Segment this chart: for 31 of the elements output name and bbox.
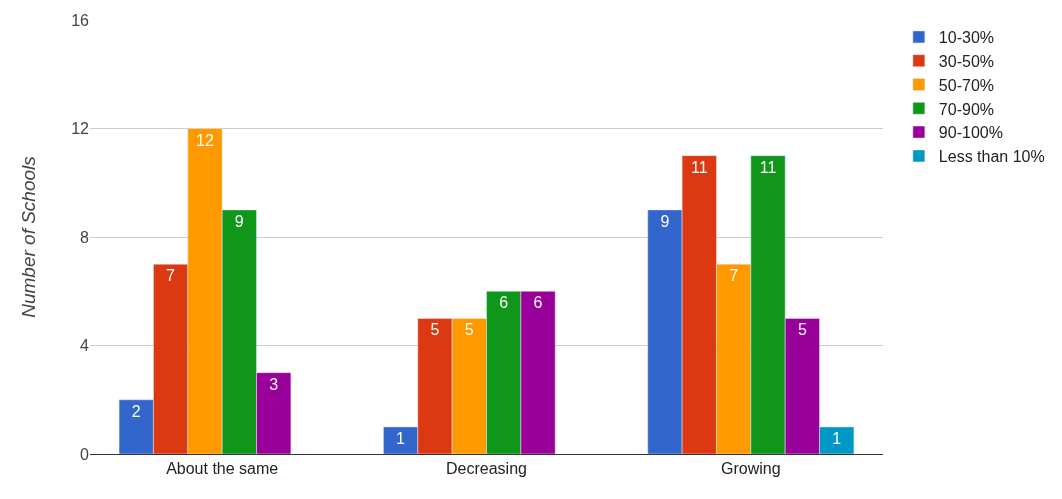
y-tick-label: 0 [80,445,90,463]
y-axis-title: Number of Schools [18,155,40,318]
legend-label: 30-50% [938,52,995,70]
y-tick-label: 4 [80,337,90,355]
x-tick-label: Decreasing [446,460,527,478]
legend-label: 50-70% [938,76,995,94]
x-tick-label: About the same [166,460,279,478]
data-label: 7 [166,267,176,285]
legend-label: 70-90% [938,100,995,118]
data-label: 6 [499,294,509,312]
legend-label: 10-30% [938,29,995,47]
data-label: 3 [269,375,279,393]
data-label: 5 [464,321,474,339]
y-tick-label: 16 [71,11,90,29]
data-label: 12 [196,131,214,149]
legend-label: Less than 10% [938,148,1045,166]
y-tick-label: 12 [71,120,90,138]
data-label: 11 [690,158,708,176]
legend-label: 90-100% [938,124,1003,142]
data-label: 1 [832,429,842,447]
data-label: 6 [533,294,543,312]
data-label: 9 [234,212,244,230]
data-label: 11 [759,158,777,176]
data-label: 5 [797,321,807,339]
x-tick-label: Growing [721,460,781,478]
data-label: 7 [729,267,739,285]
data-label: 1 [396,429,406,447]
y-tick-label: 8 [80,228,90,246]
data-label: 9 [660,212,670,230]
data-label: 2 [131,402,141,420]
data-label: 5 [430,321,440,339]
